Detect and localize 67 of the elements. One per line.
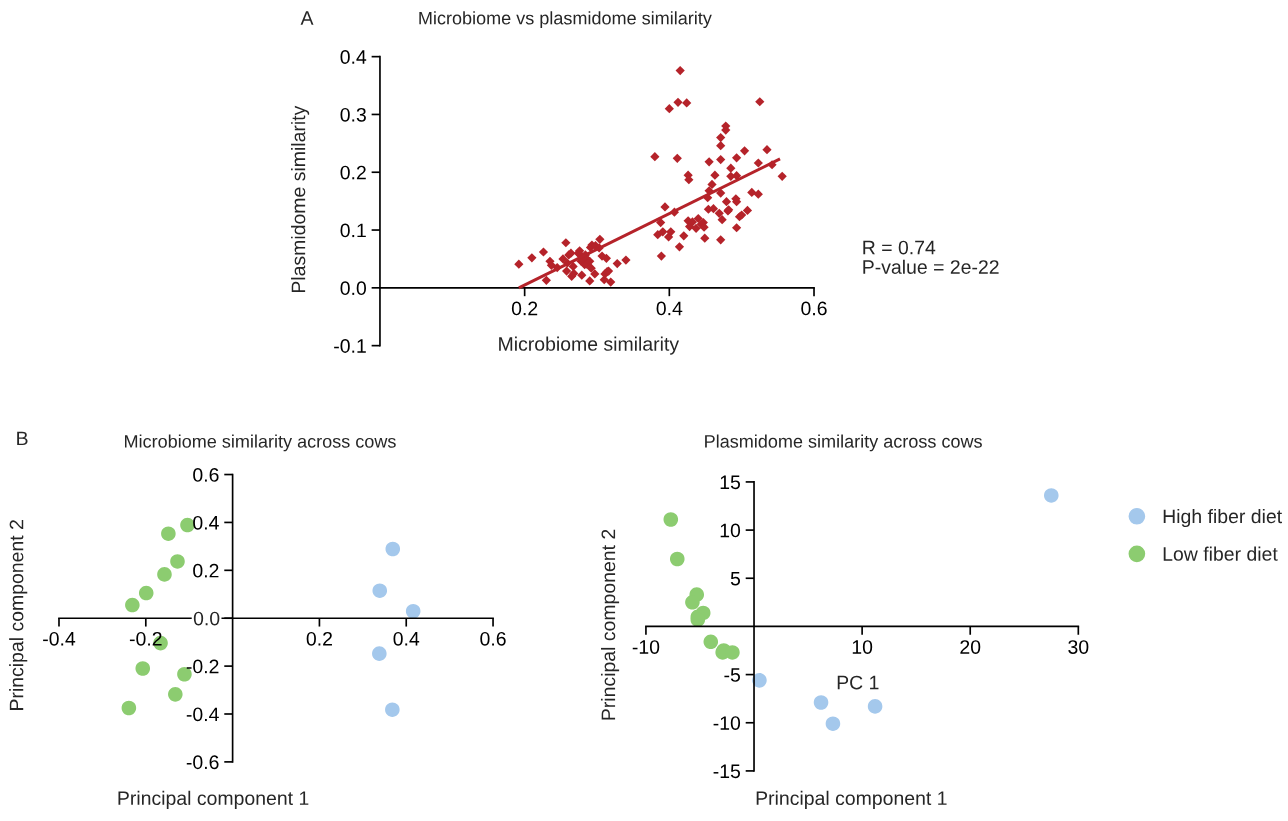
point — [170, 554, 185, 569]
y-tick-label: -5 — [724, 668, 741, 682]
point — [161, 526, 176, 541]
annotation: PC 1 — [837, 675, 879, 690]
point — [867, 699, 883, 714]
point — [825, 716, 841, 731]
point — [168, 687, 183, 702]
x-tick-label: 20 — [960, 640, 981, 654]
point — [125, 597, 140, 613]
x-tick-label: 0.6 — [480, 631, 506, 646]
x-tick-label: 0.4 — [656, 301, 683, 316]
y-tick-label: -0.2 — [186, 659, 219, 674]
point — [157, 567, 172, 582]
point — [135, 661, 151, 676]
y-tick-label: 15 — [720, 475, 741, 490]
y-tick-label: 10 — [720, 523, 741, 538]
x-axis-title: Principal component 1 — [756, 790, 947, 809]
y-tick-label: 0.3 — [340, 107, 366, 122]
y-tick-label: -0.6 — [186, 755, 219, 770]
point — [685, 595, 700, 610]
point — [385, 541, 401, 557]
point — [1044, 488, 1059, 503]
legend-label: Low fiber diet — [1163, 546, 1278, 561]
point — [813, 695, 829, 710]
chart-title: Microbiome vs plasmidome similarity — [419, 11, 712, 29]
point — [121, 700, 137, 716]
legend-label: High fiber diet — [1163, 508, 1282, 528]
y-tick-label: 0.2 — [340, 165, 366, 180]
point — [663, 512, 679, 527]
chart-title: Plasmidome similarity across cows — [705, 434, 982, 452]
y-tick-label: 0.2 — [193, 563, 219, 578]
point — [385, 702, 400, 717]
x-tick-label: 0.4 — [393, 631, 420, 646]
y-axis-title: Plasmidome similarity — [291, 105, 310, 293]
y-tick-label: 0.4 — [340, 50, 367, 64]
point — [405, 603, 421, 619]
chart-title: Microbiome similarity across cows — [125, 434, 396, 452]
y-tick-label: 5 — [730, 571, 741, 586]
point — [372, 646, 387, 661]
x-axis-title: Microbiome similarity — [499, 336, 680, 355]
point — [138, 585, 154, 601]
y-tick-label: 0.0 — [340, 281, 367, 296]
text: B — [17, 431, 28, 446]
y-axis-title: Principal component 2 — [9, 520, 28, 710]
y-tick-label: 0.1 — [340, 223, 366, 238]
x-axis-title: Principal component 1 — [118, 790, 309, 809]
text: R = 0.74 P-value = 2e-22 — [863, 240, 999, 274]
y-tick-label: 0.6 — [193, 468, 219, 482]
point — [703, 634, 719, 650]
point — [670, 551, 685, 567]
y-tick-label: -0.1 — [334, 339, 366, 353]
text: A — [300, 11, 314, 25]
y-tick-label: -10 — [713, 716, 741, 730]
x-tick-label: -0.4 — [43, 631, 76, 646]
x-tick-label: 0.6 — [801, 301, 827, 316]
x-tick-label: 10 — [852, 640, 873, 654]
point — [725, 645, 740, 660]
x-tick-label: 30 — [1068, 640, 1089, 654]
y-tick-label: -0.4 — [186, 707, 219, 722]
y-tick-label: 0.4 — [193, 515, 219, 530]
y-axis-title: Principal component 2 — [600, 529, 620, 720]
y-tick-label: -15 — [713, 764, 741, 779]
point — [372, 583, 388, 598]
x-tick-label: -10 — [632, 640, 660, 654]
x-tick-label: 0.2 — [306, 631, 332, 646]
y-tick-label: 0.0 — [193, 611, 220, 626]
x-tick-label: 0.2 — [511, 301, 538, 316]
